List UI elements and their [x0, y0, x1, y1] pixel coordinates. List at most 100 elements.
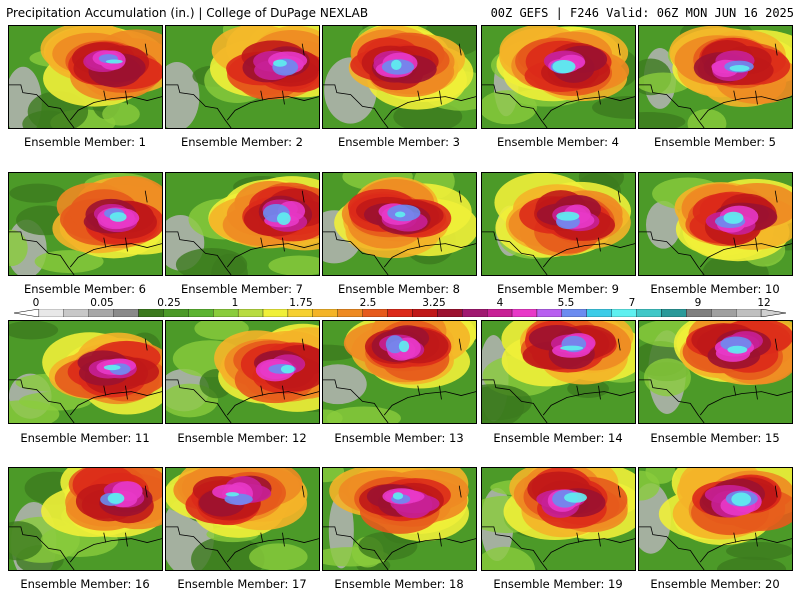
ensemble-member-label: Ensemble Member: 8	[338, 282, 460, 296]
ensemble-panel-19	[481, 467, 636, 571]
ensemble-panel-17	[165, 467, 320, 571]
ensemble-panel-14	[481, 320, 636, 424]
precip-map-19	[482, 468, 635, 570]
ensemble-member-label: Ensemble Member: 20	[650, 577, 780, 591]
color-scale-bar	[14, 309, 786, 317]
scale-swatch	[63, 309, 89, 317]
precip-map-15	[639, 321, 792, 423]
scale-label: 0	[32, 297, 40, 309]
precip-map-6	[9, 173, 162, 275]
precip-map-9	[482, 173, 635, 275]
ensemble-member-label: Ensemble Member: 4	[497, 135, 619, 149]
precip-map-11	[9, 321, 162, 423]
scale-swatch	[113, 309, 139, 317]
scale-label: 12	[757, 297, 771, 309]
scale-swatch	[138, 309, 164, 317]
scale-arrow-left	[14, 309, 40, 317]
precip-map-20	[639, 468, 792, 570]
ensemble-member-label: Ensemble Member: 13	[334, 431, 464, 445]
scale-label: 1.75	[289, 297, 313, 309]
scale-swatch	[462, 309, 488, 317]
ensemble-member-label: Ensemble Member: 3	[338, 135, 460, 149]
ensemble-panel-20	[638, 467, 793, 571]
scale-swatch	[711, 309, 737, 317]
scale-label: 3.25	[422, 297, 446, 309]
precip-map-7	[166, 173, 319, 275]
color-scale-labels: 0 0.05 0.25 1 1.75 2.5 3.25 4 5.5 7 9 12	[14, 297, 786, 309]
ensemble-member-label: Ensemble Member: 19	[493, 577, 623, 591]
scale-arrow-right	[760, 309, 786, 317]
ensemble-member-label: Ensemble Member: 7	[181, 282, 303, 296]
scale-swatch	[287, 309, 313, 317]
scale-swatch	[536, 309, 563, 317]
ensemble-member-label: Ensemble Member: 5	[654, 135, 776, 149]
ensemble-member-label: Ensemble Member: 15	[650, 431, 780, 445]
ensemble-member-label: Ensemble Member: 18	[334, 577, 464, 591]
run-info: 00Z GEFS | F246 Valid: 06Z MON JUN 16 20…	[490, 6, 794, 20]
precip-map-14	[482, 321, 635, 423]
precip-map-4	[482, 26, 635, 128]
ensemble-panel-13	[322, 320, 477, 424]
scale-swatch	[586, 309, 612, 317]
color-scale: 0 0.05 0.25 1 1.75 2.5 3.25 4 5.5 7 9 12	[14, 297, 786, 318]
scale-label: 7	[628, 297, 636, 309]
ensemble-panel-1	[8, 25, 163, 129]
precip-map-1	[9, 26, 162, 128]
scale-swatch	[636, 309, 662, 317]
ensemble-panel-12	[165, 320, 320, 424]
precip-map-13	[323, 321, 476, 423]
precip-map-10	[639, 173, 792, 275]
scale-label: 9	[694, 297, 702, 309]
scale-swatch	[213, 309, 239, 317]
scale-swatch	[312, 309, 338, 317]
ensemble-panel-11	[8, 320, 163, 424]
ensemble-panel-6	[8, 172, 163, 276]
scale-swatch	[262, 309, 289, 317]
precip-map-5	[639, 26, 792, 128]
ensemble-panel-15	[638, 320, 793, 424]
ensemble-member-label: Ensemble Member: 2	[181, 135, 303, 149]
ensemble-panel-18	[322, 467, 477, 571]
scale-swatch	[163, 309, 189, 317]
scale-label: 1	[231, 297, 239, 309]
precip-map-8	[323, 173, 476, 275]
scale-swatch	[362, 309, 388, 317]
ensemble-panel-16	[8, 467, 163, 571]
ensemble-panel-2	[165, 25, 320, 129]
precip-map-12	[166, 321, 319, 423]
ensemble-panel-9	[481, 172, 636, 276]
precip-map-18	[323, 468, 476, 570]
ensemble-panel-3	[322, 25, 477, 129]
scale-swatch	[337, 309, 363, 317]
ensemble-member-label: Ensemble Member: 14	[493, 431, 623, 445]
ensemble-member-label: Ensemble Member: 10	[650, 282, 780, 296]
precip-map-16	[9, 468, 162, 570]
precip-map-17	[166, 468, 319, 570]
ensemble-member-label: Ensemble Member: 6	[24, 282, 146, 296]
scale-label: 5.5	[557, 297, 575, 309]
ensemble-panel-4	[481, 25, 636, 129]
ensemble-panel-5	[638, 25, 793, 129]
scale-label: 2.5	[359, 297, 377, 309]
precip-map-2	[166, 26, 319, 128]
scale-swatch	[511, 309, 538, 317]
scale-swatch	[686, 309, 712, 317]
ensemble-member-label: Ensemble Member: 12	[177, 431, 307, 445]
ensemble-panel-7	[165, 172, 320, 276]
scale-swatch	[88, 309, 114, 317]
scale-label: 4	[496, 297, 504, 309]
scale-swatch	[736, 309, 762, 317]
scale-swatch	[661, 309, 687, 317]
ensemble-member-label: Ensemble Member: 1	[24, 135, 146, 149]
scale-swatch	[188, 309, 214, 317]
ensemble-member-label: Ensemble Member: 9	[497, 282, 619, 296]
map-title: Precipitation Accumulation (in.) | Colle…	[6, 6, 369, 20]
scale-swatch	[412, 309, 438, 317]
scale-swatch	[487, 309, 513, 317]
scale-label: 0.05	[90, 297, 114, 309]
scale-swatch	[561, 309, 587, 317]
scale-swatch	[38, 309, 64, 317]
ensemble-panel-10	[638, 172, 793, 276]
ensemble-member-label: Ensemble Member: 16	[20, 577, 150, 591]
precip-map-3	[323, 26, 476, 128]
